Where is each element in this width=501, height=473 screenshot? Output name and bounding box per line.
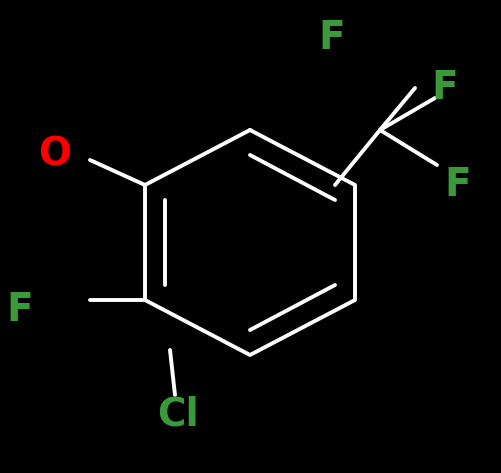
- Text: Cl: Cl: [157, 396, 199, 434]
- Text: O: O: [39, 136, 72, 174]
- Text: F: F: [7, 291, 33, 329]
- Text: F: F: [432, 69, 458, 107]
- Text: F: F: [319, 19, 345, 57]
- Text: F: F: [445, 166, 471, 204]
